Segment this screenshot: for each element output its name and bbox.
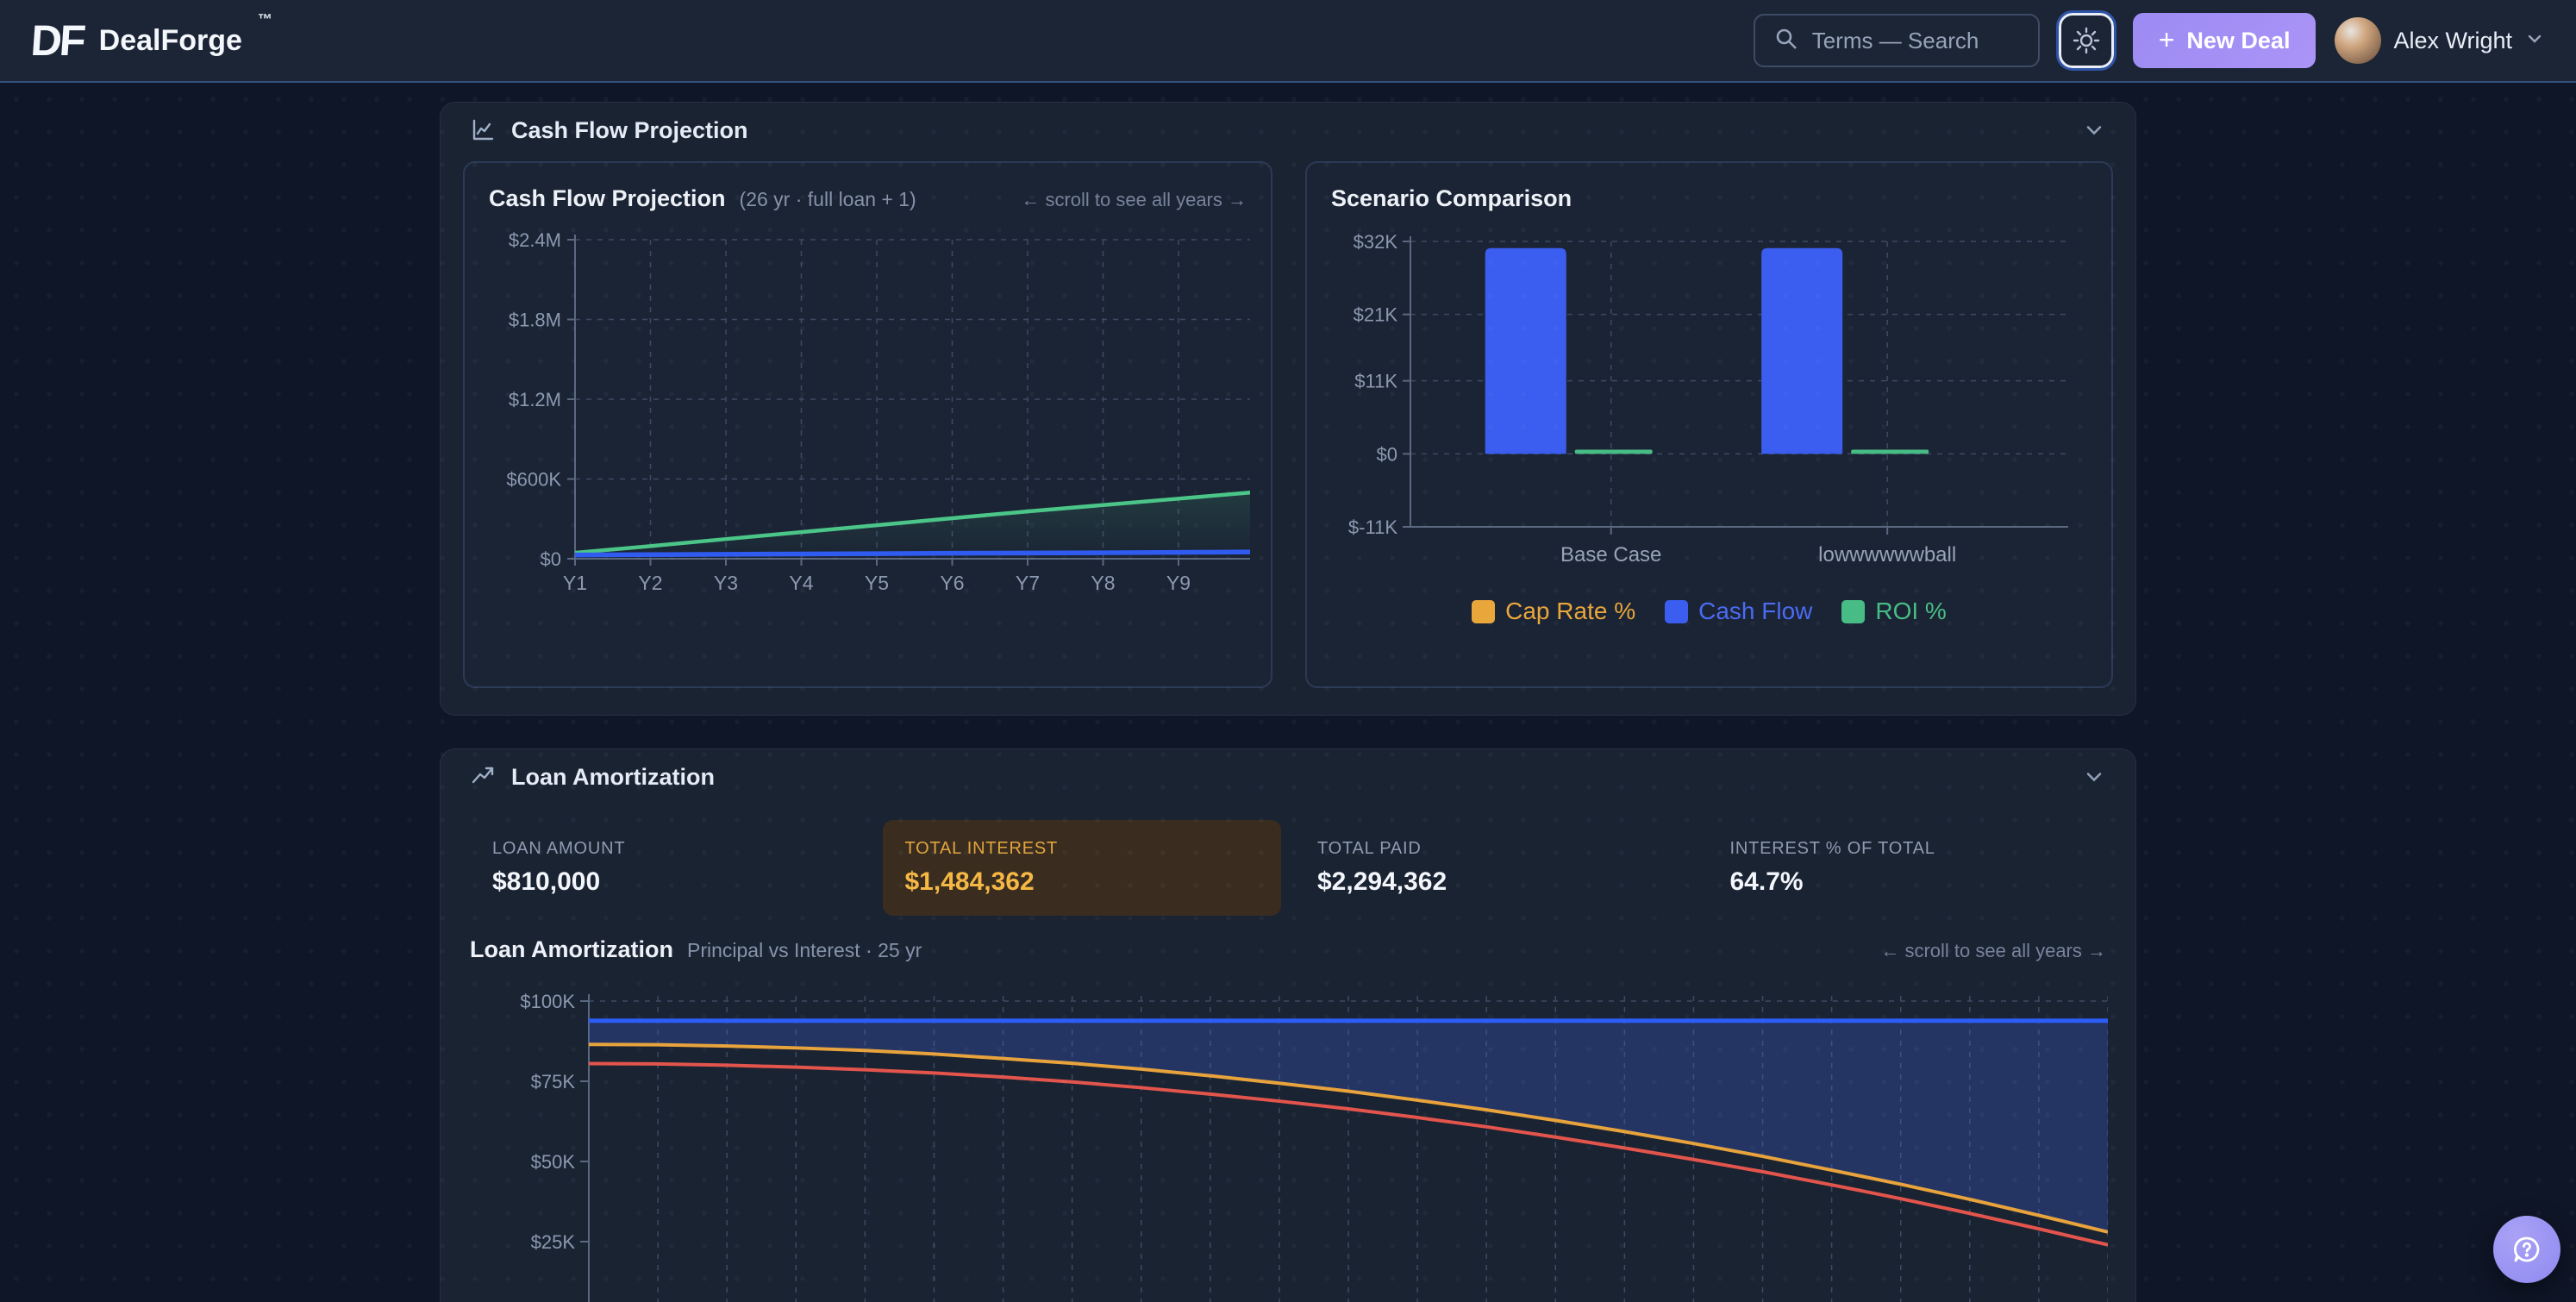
chevron-down-icon[interactable] — [2082, 765, 2106, 789]
loan-chart-subtitle: Principal vs Interest · 25 yr — [687, 939, 922, 961]
svg-text:$1.8M: $1.8M — [509, 310, 561, 331]
svg-text:$1.2M: $1.2M — [509, 389, 561, 410]
svg-text:$21K: $21K — [1354, 304, 1398, 326]
svg-text:$50K: $50K — [531, 1151, 576, 1173]
cap-rate-label: Cap Rate % — [1505, 598, 1636, 624]
roi-label: ROI % — [1875, 598, 1947, 624]
help-chat-button[interactable] — [2493, 1216, 2560, 1283]
legend-item-cash-flow: Cash Flow — [1665, 598, 1812, 625]
loan-chart-header: Loan Amortization Principal vs Interest … — [470, 936, 2106, 963]
chevron-down-icon[interactable] — [2082, 118, 2106, 142]
scenario-chart-title: Scenario Comparison — [1331, 185, 1572, 211]
loan-scroll-hint: ← scroll to see all years → — [1880, 940, 2106, 961]
loan-chart-title: Loan Amortization — [470, 936, 673, 962]
chevron-down-icon — [2524, 28, 2545, 53]
new-deal-button[interactable]: + New Deal — [2132, 13, 2317, 68]
user-name: Alex Wright — [2393, 27, 2512, 53]
search-input[interactable]: Terms — Search — [1753, 14, 2040, 67]
brand-logo[interactable]: DF DealForge ™ — [29, 0, 272, 82]
stat-interest-pct: INTEREST % OF TOTAL 64.7% — [1708, 820, 2107, 916]
stat-label: INTEREST % OF TOTAL — [1729, 839, 1935, 858]
svg-text:Base Case: Base Case — [1560, 543, 1661, 566]
stat-label: TOTAL INTEREST — [904, 839, 1059, 858]
cap-rate-swatch — [1472, 599, 1496, 623]
scenario-legend: Cap Rate % Cash Flow ROI % — [1331, 598, 2087, 625]
roi-swatch — [1841, 599, 1866, 623]
svg-text:$11K: $11K — [1354, 371, 1397, 392]
stat-value: $810,000 — [492, 867, 601, 896]
svg-text:$2.4M: $2.4M — [509, 229, 561, 251]
loan-chart-plot[interactable]: $100K $75K $50K $25K — [470, 975, 2109, 1302]
topbar-actions: Terms — Search + New Deal — [1753, 10, 2545, 71]
brand-trademark: ™ — [257, 11, 272, 28]
svg-text:Y6: Y6 — [940, 572, 964, 594]
svg-text:Y1: Y1 — [563, 572, 587, 594]
svg-text:$600K: $600K — [506, 469, 561, 491]
stat-label: LOAN AMOUNT — [492, 839, 626, 858]
svg-text:Y7: Y7 — [1016, 572, 1040, 594]
search-placeholder: Terms — Search — [1811, 27, 1979, 53]
legend-item-roi: ROI % — [1841, 598, 1947, 625]
trending-up-icon — [470, 764, 496, 790]
svg-text:Y9: Y9 — [1166, 572, 1191, 594]
cashflow-chart-card: Cash Flow Projection (26 yr · full loan … — [463, 161, 1272, 688]
scenario-chart-plot[interactable]: $32K $21K $11K $0 $-11K Base Case lowwwwwwball — [1331, 224, 2087, 584]
svg-text:Y2: Y2 — [638, 572, 662, 594]
brand-monogram: DF — [29, 16, 85, 65]
cashflow-chart-plot[interactable]: $2.4M $1.8M $1.2M $600K $0 Y1 Y2 Y3 Y4 Y5 Y6 Y7 Y8 Y9 — [489, 224, 1254, 632]
scenario-chart-card: Scenario Comparison $32K $21K $11K $0 $-11K B… — [1305, 161, 2113, 688]
help-bubble-icon — [2510, 1232, 2544, 1267]
cash-flow-label: Cash Flow — [1698, 598, 1813, 624]
cashflow-scroll-hint: ← scroll to see all years → — [1021, 189, 1247, 210]
cashflow-section-title: Cash Flow Projection — [511, 116, 748, 143]
loan-section-card: Loan Amortization LOAN AMOUNT $810,000 T… — [440, 748, 2136, 1302]
stat-total-interest: TOTAL INTEREST $1,484,362 — [882, 820, 1281, 916]
svg-text:$0: $0 — [541, 548, 561, 570]
line-chart-icon — [470, 117, 496, 143]
stat-value: $1,484,362 — [904, 867, 1035, 896]
stat-value: 64.7% — [1729, 867, 1804, 896]
legend-item-cap-rate: Cap Rate % — [1472, 598, 1635, 625]
svg-text:$75K: $75K — [531, 1071, 576, 1092]
search-icon — [1774, 27, 1798, 55]
sun-icon — [2073, 27, 2100, 54]
svg-text:Y4: Y4 — [789, 572, 813, 594]
svg-text:Y5: Y5 — [865, 572, 889, 594]
svg-text:Y8: Y8 — [1091, 572, 1115, 594]
stat-value: $2,294,362 — [1317, 867, 1447, 896]
top-bar: DF DealForge ™ Terms — Search — [0, 0, 2576, 83]
plus-icon: + — [2158, 23, 2175, 55]
cashflow-charts-row: Cash Flow Projection (26 yr · full loan … — [441, 158, 2135, 710]
svg-text:$100K: $100K — [520, 991, 575, 1012]
svg-text:Y3: Y3 — [714, 572, 738, 594]
scenario-chart-header: Scenario Comparison — [1331, 185, 2087, 212]
cashflow-section-card: Cash Flow Projection Cash Flow Projectio… — [440, 102, 2136, 716]
cashflow-chart-header: Cash Flow Projection (26 yr · full loan … — [489, 185, 1247, 212]
svg-text:lowwwwwwball: lowwwwwwball — [1818, 543, 1956, 566]
cash-flow-swatch — [1665, 599, 1689, 623]
new-deal-label: New Deal — [2186, 27, 2291, 53]
cashflow-chart-subtitle: (26 yr · full loan + 1) — [739, 188, 916, 210]
cashflow-chart-title: Cash Flow Projection — [489, 185, 726, 211]
svg-text:$-11K: $-11K — [1348, 516, 1397, 538]
stat-loan-amount: LOAN AMOUNT $810,000 — [470, 820, 869, 916]
stat-total-paid: TOTAL PAID $2,294,362 — [1295, 820, 1694, 916]
svg-text:$25K: $25K — [531, 1231, 576, 1253]
svg-text:$0: $0 — [1377, 443, 1397, 465]
stat-label: TOTAL PAID — [1317, 839, 1422, 858]
brand-name: DealForge — [98, 24, 242, 57]
cashflow-section-header[interactable]: Cash Flow Projection — [441, 103, 2135, 158]
theme-toggle-button[interactable] — [2055, 10, 2116, 71]
svg-text:$32K: $32K — [1354, 231, 1398, 253]
loan-stats-grid: LOAN AMOUNT $810,000 TOTAL INTEREST $1,4… — [470, 820, 2106, 916]
user-menu[interactable]: Alex Wright — [2335, 17, 2545, 64]
avatar — [2335, 17, 2382, 64]
loan-section-header[interactable]: Loan Amortization — [441, 749, 2135, 804]
loan-section-title: Loan Amortization — [511, 763, 715, 790]
